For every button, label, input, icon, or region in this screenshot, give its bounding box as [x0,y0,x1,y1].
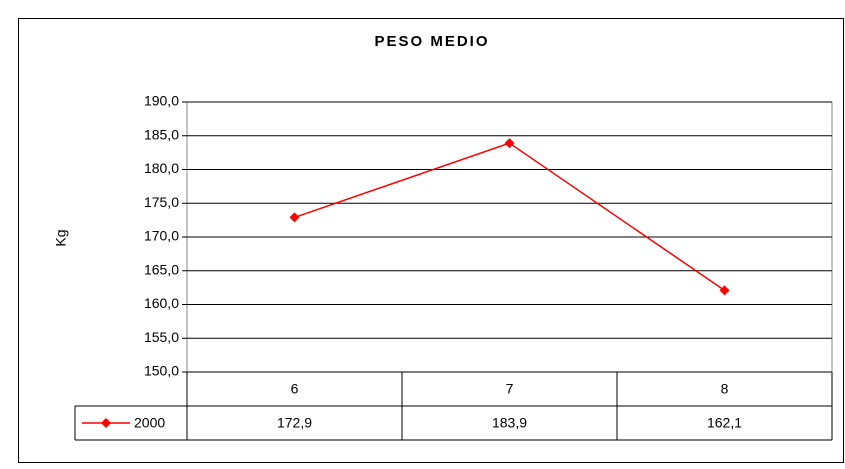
y-tick-label: 180,0 [144,160,179,176]
table-value: 162,1 [707,415,742,431]
y-tick-label: 150,0 [144,363,179,379]
y-tick-label: 170,0 [144,228,179,244]
y-axis-label: Kg [53,229,69,246]
point [289,212,300,223]
chart-title: PESO MEDIO [374,33,489,50]
point [719,285,730,296]
x-tick-label: 8 [721,381,729,397]
table-value: 183,9 [492,415,527,431]
legend-label: 2000 [134,415,165,431]
legend-marker [101,418,111,428]
y-tick-label: 175,0 [144,194,179,210]
x-tick-label: 6 [291,381,299,397]
x-tick-label: 7 [506,381,514,397]
y-tick-label: 190,0 [144,93,179,109]
point [504,138,515,149]
y-tick-label: 165,0 [144,261,179,277]
y-tick-label: 160,0 [144,295,179,311]
y-tick-label: 185,0 [144,126,179,142]
y-tick-label: 155,0 [144,329,179,345]
table-value: 172,9 [277,415,312,431]
